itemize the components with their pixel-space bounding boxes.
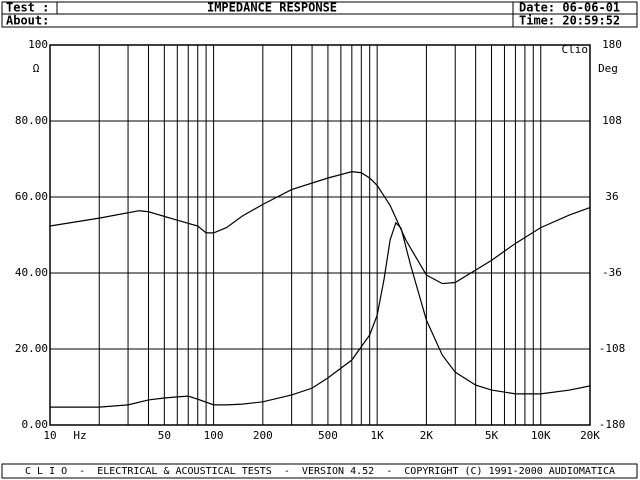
corner-label: Clio [562,43,589,56]
series-line [49,171,591,285]
y2-axis-label: Deg [598,62,618,75]
y-tick-label: 100 [28,38,48,51]
x-tick-label: 2K [420,429,434,442]
y-tick-label: 20.00 [15,342,48,355]
footer-frame [1,463,638,479]
footer: C L I O - ELECTRICAL & ACOUSTICAL TESTS … [25,466,615,477]
x-axis-label: Hz [73,429,86,442]
x-tick-label: 1K [371,429,385,442]
x-tick-label: 20K [580,429,600,442]
title: IMPEDANCE RESPONSE [207,1,337,15]
x-tick-label: 200 [253,429,273,442]
series-line [50,221,591,408]
date: Date: 06-06-01 [519,1,620,15]
y2-tick-label: 108 [602,114,622,127]
x-tick-label: 10K [531,429,551,442]
x-tick-label: 10 [43,429,56,442]
time: Time: 20:59:52 [519,14,620,28]
y2-tick-label: -180 [599,418,626,431]
x-tick-label: 5K [485,429,499,442]
y-tick-label: 40.00 [15,266,48,279]
x-tick-label: 50 [158,429,171,442]
y2-tick-label: -36 [602,266,622,279]
test-label: Test : [6,1,49,15]
plot-frame [49,44,591,426]
y2-tick-label: -108 [599,342,626,355]
x-tick-label: 500 [318,429,338,442]
about-label: About: [6,14,49,28]
y2-tick-label: 36 [605,190,618,203]
x-tick-label: 100 [204,429,224,442]
y-tick-label: 80.00 [15,114,48,127]
y2-tick-label: 180 [602,38,622,51]
y-tick-label: 60.00 [15,190,48,203]
y-axis-label: Ω [33,62,40,75]
y-tick-label: 0.00 [22,418,49,431]
header-frame [1,1,638,28]
